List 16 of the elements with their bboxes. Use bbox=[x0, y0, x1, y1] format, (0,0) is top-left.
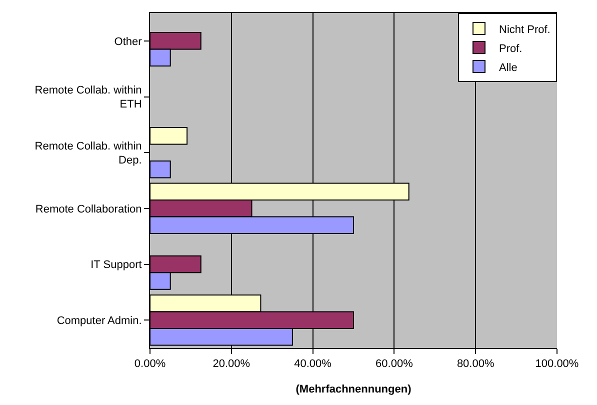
x-tick-label: 60.00% bbox=[376, 358, 414, 370]
y-tick-label: Remote Collab. within ETH bbox=[34, 84, 142, 111]
x-tick-label: 100.00% bbox=[535, 358, 579, 370]
x-tick-label: 20.00% bbox=[212, 358, 250, 370]
x-tick-label: 80.00% bbox=[456, 358, 494, 370]
x-tick-label: 0.00% bbox=[134, 358, 166, 370]
y-tick-label: Remote Collab. within Dep. bbox=[34, 140, 142, 167]
legend-label: Nicht Prof. bbox=[499, 24, 550, 36]
x-axis-title: (Mehrfachnennungen) bbox=[296, 383, 412, 396]
x-tick-label: 40.00% bbox=[294, 358, 332, 370]
legend-label: Alle bbox=[499, 62, 518, 74]
y-tick-label: Computer Admin. bbox=[56, 314, 142, 327]
legend-label: Prof. bbox=[499, 42, 522, 55]
y-tick-label: Remote Collaboration bbox=[35, 203, 142, 216]
y-tick-label: IT Support bbox=[90, 259, 142, 272]
y-tick-label: Other bbox=[114, 36, 142, 48]
